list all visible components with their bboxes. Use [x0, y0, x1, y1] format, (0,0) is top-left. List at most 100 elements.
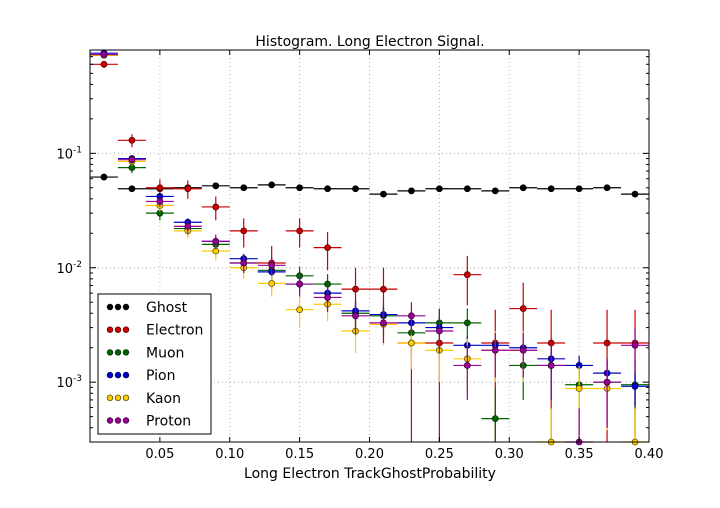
legend-marker — [114, 394, 122, 401]
data-point — [324, 294, 331, 301]
data-point — [100, 173, 108, 181]
data-point — [156, 198, 164, 205]
legend-box — [97, 293, 212, 435]
series-electron — [90, 60, 649, 442]
axes: 0.05 0.10 0.15 0.20 0.25 0.30 0.35 0.40 10-3 10-2… — [56, 50, 663, 462]
series-proton — [90, 51, 649, 446]
data-point — [603, 339, 611, 347]
data-point — [352, 185, 359, 193]
data-point — [128, 136, 136, 144]
chart-title: Histogram. Long Electron Signal. — [255, 34, 484, 50]
legend-label: Electron — [146, 323, 203, 339]
data-point — [296, 306, 304, 314]
x-axis-label: Long Electron TrackGhostProbability — [244, 466, 496, 482]
data-point — [156, 184, 164, 192]
data-point — [463, 185, 471, 193]
data-point — [352, 312, 359, 320]
data-point — [184, 185, 192, 193]
data-point — [575, 385, 583, 392]
data-point — [463, 362, 471, 369]
legend-marker — [106, 394, 114, 401]
y-tick-label: 10-2 — [56, 260, 82, 277]
data-point — [240, 259, 248, 267]
data-point — [631, 382, 639, 390]
data-point — [408, 187, 415, 195]
legend-marker — [114, 326, 122, 333]
x-tick-label: 0.10 — [215, 447, 244, 462]
data-point — [268, 261, 276, 269]
x-tick-label: 0.15 — [285, 447, 314, 462]
data-point — [491, 187, 499, 195]
legend-marker — [114, 303, 122, 311]
data-point — [268, 181, 276, 189]
data-point — [519, 184, 527, 192]
data-point — [212, 203, 220, 211]
legend: Ghost Electron Muon Pion Kaon Proton — [97, 293, 212, 435]
data-point — [547, 362, 555, 369]
data-point — [463, 319, 471, 327]
data-point — [491, 415, 499, 423]
data-point — [212, 237, 220, 245]
data-point — [380, 319, 387, 327]
x-tick-label: 0.20 — [355, 447, 384, 462]
legend-marker — [122, 303, 130, 311]
data-point — [240, 184, 248, 192]
data-point — [519, 305, 527, 312]
x-tick-label: 0.25 — [425, 447, 454, 462]
legend-label: Kaon — [146, 391, 181, 407]
data-point — [296, 280, 304, 288]
legend-marker — [106, 326, 114, 333]
data-points — [90, 49, 649, 446]
data-point — [491, 346, 499, 354]
data-point — [324, 185, 331, 193]
data-point — [631, 190, 639, 198]
legend-marker — [106, 349, 114, 356]
series-ghost — [90, 173, 649, 198]
legend-marker — [106, 303, 114, 311]
data-point — [100, 51, 108, 58]
data-point — [463, 271, 471, 279]
data-point — [380, 285, 387, 293]
legend-marker — [122, 417, 130, 424]
data-point — [296, 227, 304, 235]
x-tick-label: 0.40 — [635, 447, 664, 462]
legend-label: Pion — [146, 368, 175, 384]
legend-marker — [114, 417, 122, 424]
data-point — [128, 156, 136, 164]
x-tick-label: 0.05 — [145, 447, 174, 462]
data-point — [184, 222, 192, 230]
data-point — [435, 327, 443, 335]
legend-marker — [122, 394, 130, 401]
y-tick-label: 10-1 — [56, 145, 82, 162]
y-tick-label: 10-3 — [56, 374, 82, 391]
legend-marker — [114, 371, 122, 379]
data-point — [352, 285, 359, 293]
data-point — [380, 190, 387, 198]
data-point — [547, 185, 555, 193]
legend-marker — [122, 326, 130, 333]
data-point — [240, 227, 248, 235]
data-point — [631, 341, 639, 349]
legend-marker — [122, 371, 130, 379]
data-point — [603, 184, 611, 192]
data-point — [212, 182, 220, 190]
legend-label: Muon — [146, 345, 184, 361]
data-point — [324, 280, 331, 288]
data-point — [324, 244, 331, 252]
data-point — [435, 185, 443, 193]
legend-marker — [106, 371, 114, 379]
data-point — [519, 346, 527, 354]
legend-label: Proton — [146, 414, 191, 430]
data-point — [128, 185, 136, 193]
legend-marker — [122, 349, 130, 356]
data-point — [547, 339, 555, 347]
data-point — [408, 312, 415, 320]
data-point — [408, 339, 415, 347]
x-tick-label: 0.35 — [565, 447, 594, 462]
legend-marker — [114, 349, 122, 356]
legend-label: Ghost — [146, 300, 188, 316]
data-point — [100, 60, 108, 68]
data-point — [268, 279, 276, 287]
x-tick-label: 0.30 — [495, 447, 524, 462]
